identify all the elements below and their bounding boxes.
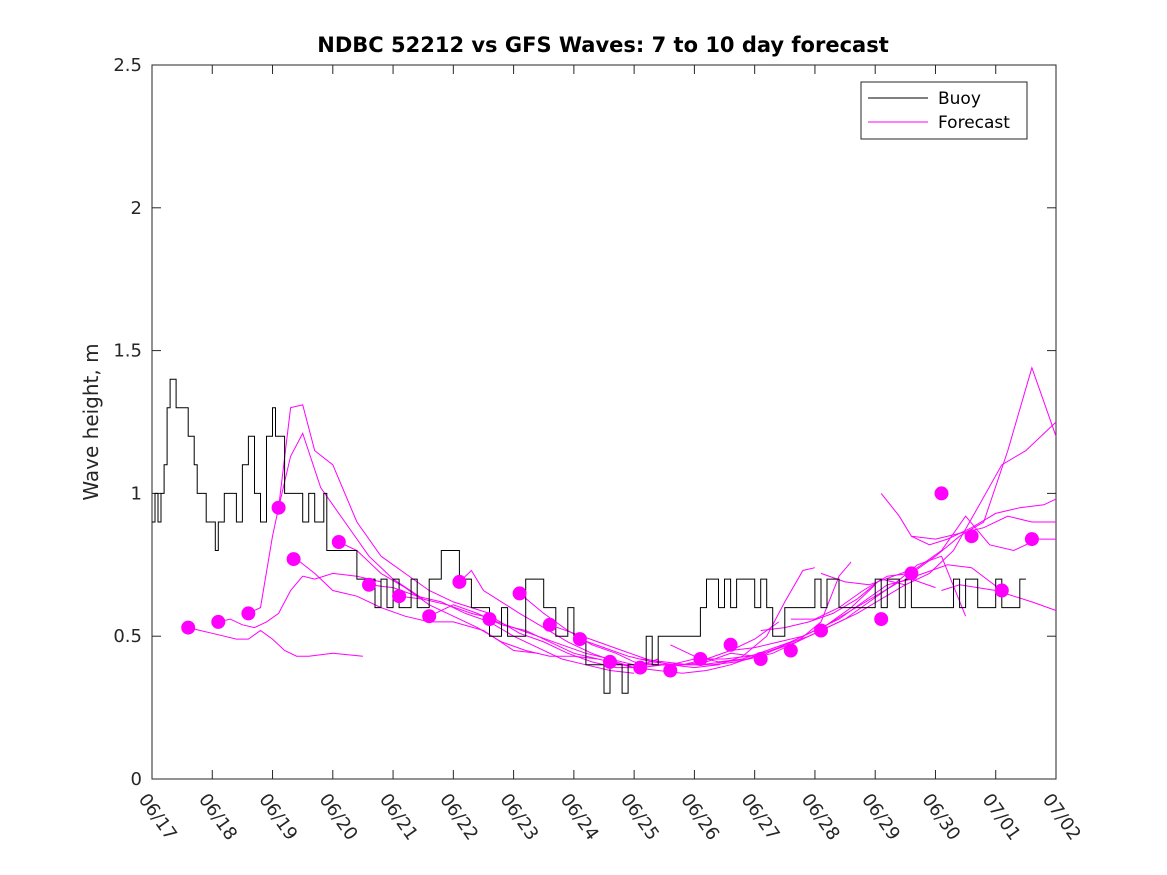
forecast-run-line (248, 432, 424, 614)
x-tick-label: 06/18 (194, 790, 241, 845)
forecast-run-line (790, 366, 1057, 620)
x-tick-label: 07/02 (1038, 790, 1085, 845)
legend-forecast-label: Forecast (938, 113, 1010, 133)
forecast-marker (241, 606, 256, 621)
forecast-run-line (579, 561, 852, 666)
x-tick-label: 07/01 (978, 790, 1025, 845)
buoy-line (152, 378, 1026, 694)
x-tick-label: 06/25 (616, 790, 663, 845)
forecast-marker (452, 574, 467, 589)
forecast-marker (211, 614, 226, 629)
forecast-marker (663, 663, 678, 678)
x-tick-label: 06/30 (917, 790, 964, 845)
forecast-markers (181, 486, 1039, 678)
forecast-marker (723, 637, 738, 652)
x-tick-label: 06/23 (496, 790, 543, 845)
y-axis: 0 0.5 1 1.5 2 2.5 (113, 55, 1056, 790)
forecast-marker (603, 654, 617, 669)
forecast-run-line (218, 572, 382, 629)
x-tick-label: 06/21 (375, 790, 422, 845)
forecast-marker (422, 609, 437, 624)
x-tick-label: 06/28 (797, 790, 844, 845)
forecast-run-line (278, 404, 490, 614)
y-tick-label: 1 (131, 483, 142, 504)
x-tick-label: 06/20 (315, 790, 362, 845)
forecast-marker (964, 529, 979, 544)
legend-box (860, 81, 1028, 140)
forecast-marker (286, 552, 301, 567)
forecast-run-line (820, 515, 1056, 586)
forecast-marker (693, 652, 708, 666)
forecast-run-line (700, 555, 967, 660)
forecast-marker (874, 612, 889, 627)
x-tick-label: 06/22 (435, 790, 482, 845)
forecast-marker (331, 535, 346, 549)
legend-buoy-label: Buoy (938, 89, 981, 109)
forecast-marker (814, 623, 828, 638)
forecast-run-line (549, 567, 816, 669)
y-tick-label: 0 (131, 769, 142, 790)
buoy-series (152, 378, 1026, 694)
forecast-run-line (188, 627, 363, 657)
chart-title: NDBC 52212 vs GFS Waves: 7 to 10 day for… (317, 33, 888, 57)
forecast-run-line (338, 541, 599, 660)
y-tick-label: 2.5 (113, 55, 142, 76)
x-tick-label: 06/26 (676, 790, 723, 845)
forecast-marker (181, 620, 196, 635)
x-tick-label: 06/17 (134, 790, 181, 845)
forecast-marker (633, 660, 648, 675)
forecast-run-line (730, 564, 1003, 651)
y-tick-label: 0.5 (113, 626, 142, 647)
forecast-marker (783, 643, 798, 658)
x-tick-label: 06/29 (857, 790, 904, 845)
forecast-marker (994, 583, 1009, 598)
forecast-marker (271, 500, 286, 515)
forecast-marker (512, 586, 527, 601)
y-axis-label: Wave height, m (79, 343, 103, 500)
forecast-marker (904, 566, 919, 581)
forecast-marker (1024, 532, 1039, 547)
forecast-run-line (399, 595, 665, 669)
forecast-marker (392, 589, 407, 604)
y-tick-label: 2 (131, 198, 142, 219)
x-tick-label: 06/24 (556, 790, 603, 845)
forecast-marker (572, 632, 587, 647)
y-tick-label: 1.5 (113, 341, 142, 362)
forecast-marker (934, 486, 949, 501)
forecast-marker (542, 617, 557, 632)
legend: Buoy Forecast (860, 81, 1028, 140)
forecast-marker (482, 612, 497, 627)
forecast-marker (362, 577, 376, 592)
x-tick-label: 06/27 (737, 790, 784, 845)
x-tick-label: 06/19 (254, 790, 301, 845)
forecast-marker (753, 652, 768, 666)
forecast-run-line (911, 515, 1056, 540)
